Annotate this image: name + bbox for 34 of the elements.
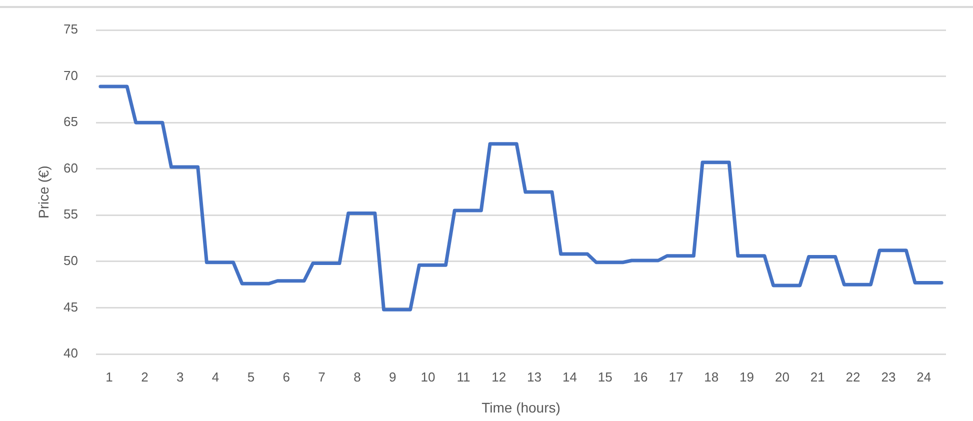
x-tick-label: 24: [916, 369, 932, 384]
x-tick-label: 18: [704, 369, 719, 384]
x-tick-label: 2: [141, 369, 148, 384]
x-tick-label: 14: [562, 369, 577, 384]
x-tick-label: 20: [774, 369, 790, 384]
x-tick-label: 22: [846, 369, 860, 384]
x-tick-label: 17: [668, 369, 684, 384]
x-tick-label: 3: [176, 369, 184, 384]
y-tick-label: 75: [64, 22, 78, 37]
x-axis-title: Time (hours): [482, 399, 560, 416]
x-tick-label: 1: [106, 369, 113, 384]
y-tick-label: 60: [64, 160, 78, 176]
x-tick-label: 11: [456, 369, 470, 384]
x-tick-label: 4: [212, 369, 220, 384]
x-tick-label: 15: [598, 369, 612, 384]
x-tick-label: 13: [527, 369, 542, 384]
x-tick-label: 5: [247, 369, 255, 384]
y-tick-label: 55: [64, 206, 78, 222]
y-tick-label: 40: [64, 346, 78, 361]
x-tick-label: 21: [810, 369, 825, 384]
x-tick-label: 19: [740, 369, 754, 384]
x-tick-label: 6: [282, 369, 290, 384]
y-tick-label: 50: [64, 253, 78, 268]
x-tick-label: 12: [492, 369, 506, 384]
y-tick-label: 70: [64, 68, 78, 83]
x-tick-label: 10: [420, 369, 436, 384]
x-tick-label: 9: [388, 369, 396, 384]
x-tick-label: 23: [881, 369, 896, 384]
y-tick-label: 45: [64, 299, 78, 314]
x-tick-label: 7: [318, 369, 326, 384]
y-tick-label: 65: [64, 114, 78, 130]
x-tick-label: 16: [633, 369, 648, 384]
y-axis-title: Price (€): [35, 166, 52, 218]
x-tick-label: 8: [354, 369, 361, 384]
